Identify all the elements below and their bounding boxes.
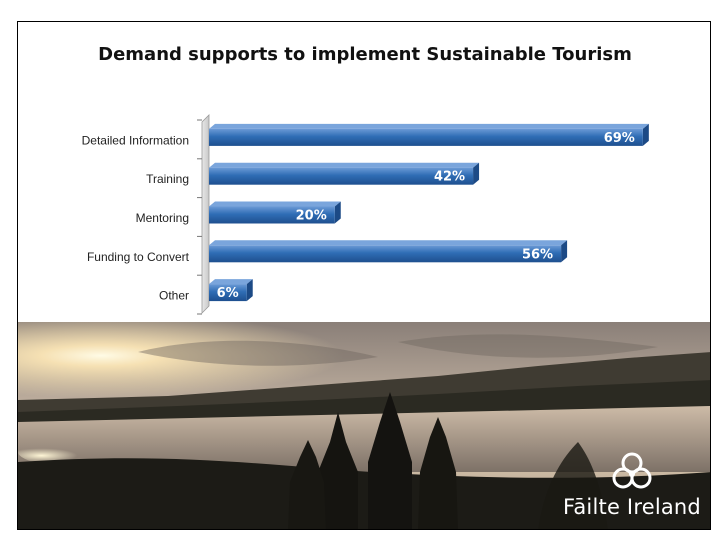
bar — [209, 201, 341, 224]
bar — [209, 279, 253, 302]
bar-chart: Detailed Information 69% Training 42% Mentor… — [82, 114, 649, 315]
sunset-lake-scene — [18, 322, 710, 529]
category-label: Mentoring — [136, 211, 189, 225]
trefoil-icon — [612, 452, 652, 489]
category-label: Training — [146, 172, 189, 186]
slide-frame: Demand supports to implement Sustainable… — [17, 21, 711, 530]
data-label: 69% — [604, 131, 635, 146]
landscape-photo: Fāilte Ireland — [18, 322, 710, 529]
data-label: 56% — [522, 247, 553, 262]
category-axis — [201, 114, 210, 314]
category-label: Other — [159, 289, 189, 303]
bar — [209, 123, 649, 146]
failte-ireland-logo: Fāilte Ireland — [562, 449, 702, 519]
data-label: 20% — [296, 209, 327, 224]
data-label: 6% — [217, 286, 239, 301]
chart-title: Demand supports to implement Sustainable… — [98, 44, 632, 65]
logo-text: Fāilte Ireland — [563, 495, 701, 519]
data-label: 42% — [434, 170, 465, 185]
category-label: Funding to Convert — [87, 250, 190, 264]
category-label: Detailed Information — [82, 133, 189, 147]
bar — [209, 162, 480, 185]
bar — [209, 240, 568, 263]
